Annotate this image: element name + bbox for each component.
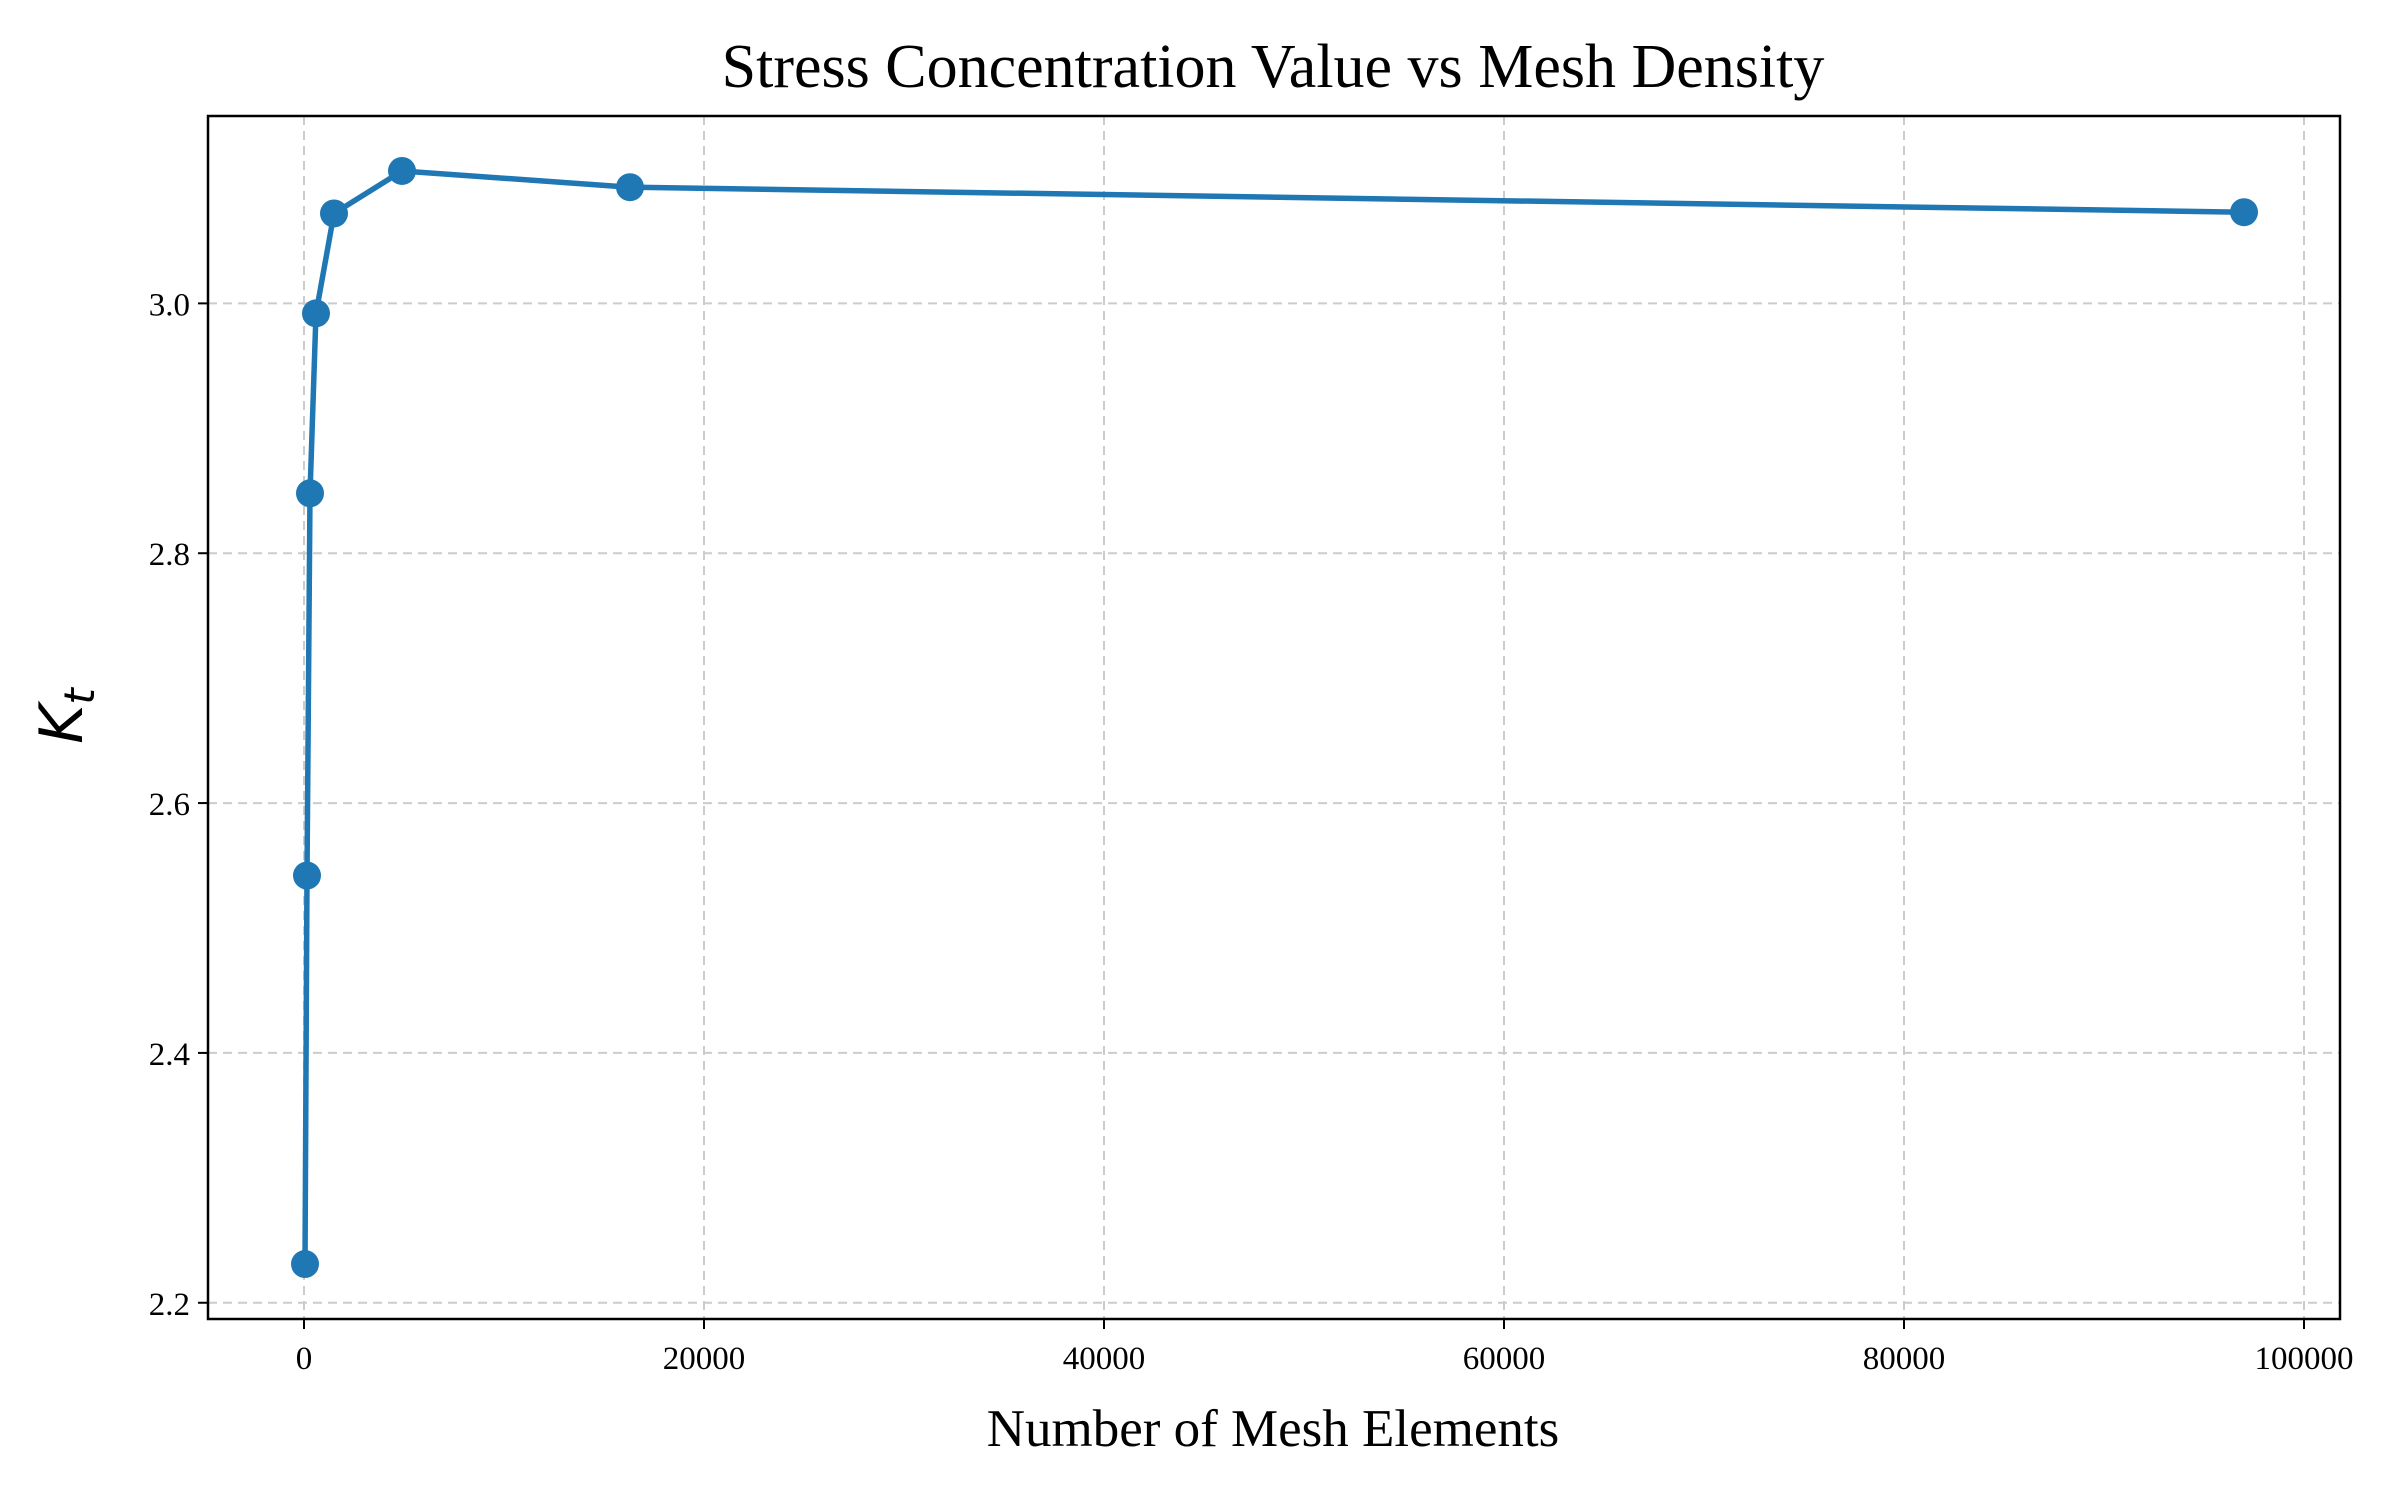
plot-area-frame [206, 114, 2342, 1321]
x-tick-label: 40000 [1063, 1341, 1146, 1377]
y-tick-label: 2.8 [149, 537, 190, 573]
x-tick-label: 0 [296, 1341, 313, 1377]
series-line [302, 168, 2247, 1267]
data-point [320, 199, 348, 228]
y-axis-label-subscript: t [55, 687, 104, 705]
y-tick-label: 2.4 [149, 1037, 190, 1073]
y-tick-label: 2.2 [149, 1287, 190, 1323]
x-axis-ticks: 0 20000 40000 60000 80000 100000 [296, 1319, 2354, 1377]
x-tick-label: 80000 [1863, 1341, 1946, 1377]
y-tick-label: 3.0 [149, 287, 190, 323]
data-point [302, 299, 330, 328]
y-tick-label: 2.6 [149, 787, 190, 823]
x-tick-label: 60000 [1463, 1341, 1546, 1377]
y-axis-ticks: 2.2 2.4 2.6 2.8 3.0 [149, 287, 208, 1323]
grid [208, 116, 2340, 1319]
data-point [293, 861, 321, 890]
x-axis-label: Number of Mesh Elements [987, 1400, 1560, 1458]
data-point [291, 1250, 319, 1279]
series-kt [291, 156, 2258, 1279]
data-point [296, 479, 324, 508]
data-point [2230, 198, 2258, 227]
y-axis-label-main: K [27, 700, 97, 744]
data-point [616, 173, 644, 202]
x-tick-label: 20000 [663, 1341, 746, 1377]
data-point [388, 156, 416, 185]
x-tick-label: 100000 [2255, 1341, 2354, 1377]
chart-title: Stress Concentration Value vs Mesh Densi… [722, 33, 1825, 101]
y-axis-label: Kt [27, 687, 104, 744]
